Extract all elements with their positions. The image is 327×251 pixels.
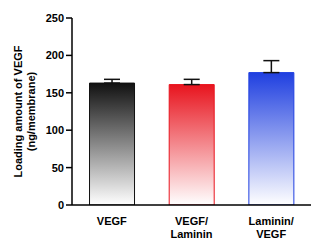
svg-text:200: 200: [46, 49, 64, 61]
svg-text:0: 0: [58, 199, 64, 211]
svg-text:Loading amount of VEGF(ng/memb: Loading amount of VEGF(ng/membrane): [12, 45, 37, 177]
svg-text:VEGF/Laminin: VEGF/Laminin: [170, 215, 212, 240]
svg-text:150: 150: [46, 87, 64, 99]
svg-text:100: 100: [46, 124, 64, 136]
svg-text:50: 50: [52, 162, 64, 174]
svg-text:250: 250: [46, 12, 64, 24]
svg-text:VEGF: VEGF: [97, 215, 127, 227]
svg-text:Laminin/VEGF: Laminin/VEGF: [249, 215, 294, 240]
